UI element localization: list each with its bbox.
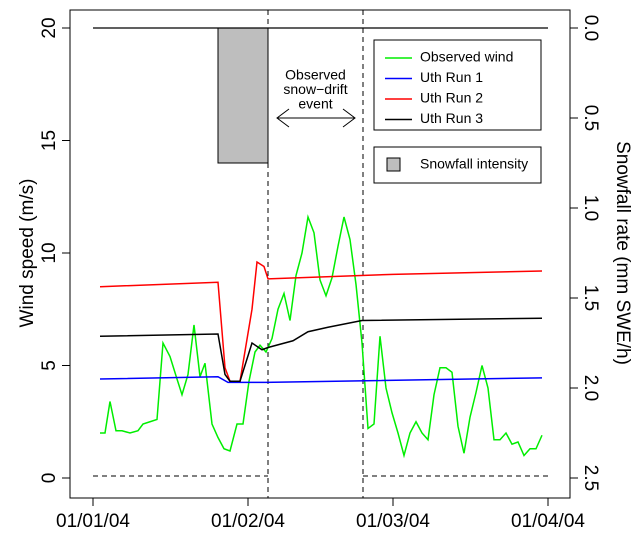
event-arrow — [276, 108, 356, 128]
snowfall-bar — [217, 27, 269, 164]
event-label: snow−drift — [283, 81, 347, 97]
event-label: event — [298, 96, 332, 112]
x-tick-label: 01/01/04 — [56, 511, 130, 532]
series-line — [99, 317, 543, 382]
y2-tick-label: 1.5 — [580, 285, 601, 311]
legend-label: Uth Run 2 — [420, 90, 483, 106]
series-line — [99, 375, 543, 384]
legend-label: Uth Run 3 — [420, 110, 483, 126]
y2-tick-label: 1.0 — [580, 195, 601, 221]
x-tick-label: 01/03/04 — [356, 511, 430, 532]
y-tick-label: 0 — [39, 473, 60, 484]
y2-tick-label: 2.5 — [580, 465, 601, 491]
series-line — [100, 214, 543, 459]
y2-tick-label: 2.0 — [580, 375, 601, 401]
y-axis-title: Wind speed (m/s) — [17, 179, 38, 328]
y-tick-label: 15 — [39, 130, 60, 151]
y2-tick-label: 0.5 — [580, 105, 601, 131]
event-label: Observed — [285, 67, 346, 83]
series-line — [99, 260, 543, 382]
legend-box — [373, 146, 542, 184]
x-tick-label: 01/02/04 — [211, 511, 285, 532]
legend-label: Uth Run 1 — [420, 69, 483, 85]
x-tick-label: 01/04/04 — [511, 511, 585, 532]
legend-swatch — [386, 157, 401, 172]
y-tick-label: 10 — [39, 242, 60, 263]
y-tick-label: 20 — [39, 17, 60, 38]
legend-label: Observed wind — [420, 49, 513, 65]
y2-axis-title: Snowfall rate (mm SWE/h) — [612, 141, 633, 365]
legend-box — [373, 39, 542, 131]
plot-frame — [69, 9, 571, 499]
y2-tick-label: 0.0 — [580, 15, 601, 41]
y-tick-label: 5 — [39, 360, 60, 371]
legend-label: Snowfall intensity — [420, 156, 528, 172]
